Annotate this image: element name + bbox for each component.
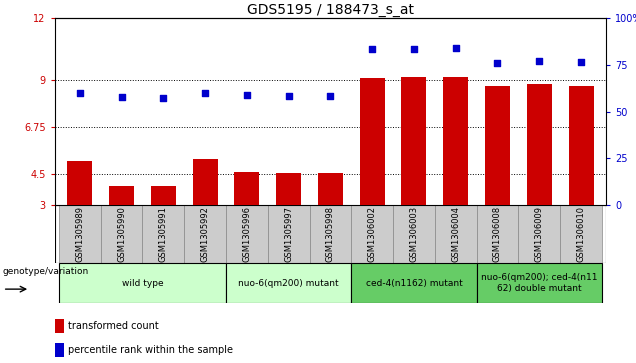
Point	[492, 60, 502, 66]
FancyBboxPatch shape	[351, 263, 476, 303]
FancyBboxPatch shape	[518, 205, 560, 263]
Text: wild type: wild type	[121, 279, 163, 287]
Text: GSM1305996: GSM1305996	[242, 206, 251, 262]
Bar	[234, 172, 259, 205]
FancyBboxPatch shape	[142, 205, 184, 263]
FancyBboxPatch shape	[226, 205, 268, 263]
Text: GSM1306003: GSM1306003	[410, 206, 418, 262]
Point	[325, 93, 336, 99]
Bar	[151, 187, 176, 205]
Text: nuo-6(qm200) mutant: nuo-6(qm200) mutant	[238, 279, 339, 287]
FancyBboxPatch shape	[226, 263, 351, 303]
Point	[116, 94, 127, 100]
FancyBboxPatch shape	[310, 205, 351, 263]
Bar	[485, 86, 510, 205]
Title: GDS5195 / 188473_s_at: GDS5195 / 188473_s_at	[247, 3, 414, 17]
Bar	[359, 78, 385, 205]
Text: GSM1306008: GSM1306008	[493, 206, 502, 262]
Text: genotype/variation: genotype/variation	[3, 267, 89, 276]
Text: GSM1305997: GSM1305997	[284, 206, 293, 262]
FancyBboxPatch shape	[560, 205, 602, 263]
Bar	[67, 162, 92, 205]
Text: transformed count: transformed count	[68, 321, 159, 331]
Text: GSM1306004: GSM1306004	[451, 206, 460, 262]
Bar	[193, 159, 218, 205]
Point	[242, 92, 252, 98]
FancyBboxPatch shape	[59, 263, 226, 303]
Text: percentile rank within the sample: percentile rank within the sample	[68, 345, 233, 355]
Text: ced-4(n1162) mutant: ced-4(n1162) mutant	[366, 279, 462, 287]
Bar	[109, 187, 134, 205]
Point	[534, 58, 544, 64]
FancyBboxPatch shape	[268, 205, 310, 263]
FancyBboxPatch shape	[351, 205, 393, 263]
Point	[576, 59, 586, 65]
Point	[200, 90, 210, 96]
Text: GSM1306010: GSM1306010	[577, 206, 586, 262]
Point	[158, 95, 169, 101]
Bar	[55, 319, 64, 333]
Text: GSM1305991: GSM1305991	[159, 206, 168, 262]
FancyBboxPatch shape	[59, 205, 100, 263]
Point	[451, 45, 461, 51]
FancyBboxPatch shape	[476, 205, 518, 263]
Bar	[401, 77, 427, 205]
Point	[284, 93, 294, 99]
Bar	[55, 343, 64, 357]
FancyBboxPatch shape	[100, 205, 142, 263]
Point	[367, 46, 377, 52]
Point	[409, 46, 419, 52]
FancyBboxPatch shape	[184, 205, 226, 263]
Text: GSM1306002: GSM1306002	[368, 206, 377, 262]
Text: GSM1306009: GSM1306009	[535, 206, 544, 262]
Text: nuo-6(qm200); ced-4(n11
62) double mutant: nuo-6(qm200); ced-4(n11 62) double mutan…	[481, 273, 597, 293]
Text: GSM1305998: GSM1305998	[326, 206, 335, 262]
Bar	[527, 83, 552, 205]
Text: GSM1305992: GSM1305992	[200, 206, 210, 262]
Bar	[569, 86, 593, 205]
Text: GSM1305989: GSM1305989	[75, 206, 84, 262]
Text: GSM1305990: GSM1305990	[117, 206, 126, 262]
FancyBboxPatch shape	[435, 205, 476, 263]
FancyBboxPatch shape	[393, 205, 435, 263]
Bar	[318, 173, 343, 205]
Bar	[276, 173, 301, 205]
FancyBboxPatch shape	[476, 263, 602, 303]
Point	[74, 90, 85, 96]
Bar	[443, 77, 468, 205]
